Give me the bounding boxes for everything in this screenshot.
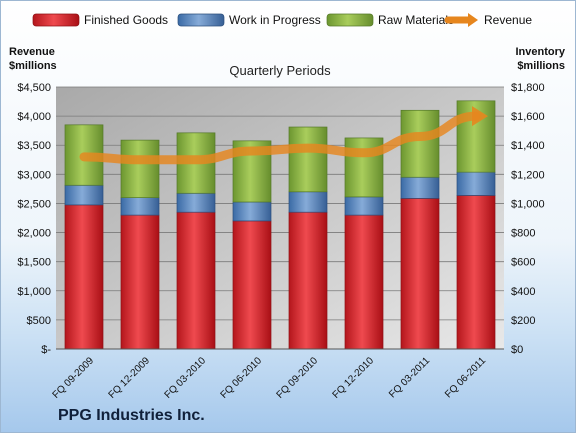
right-tick-label: $200 xyxy=(511,315,535,327)
left-tick-label: $1,500 xyxy=(17,257,51,269)
left-axis-label-line1: Revenue xyxy=(9,46,55,58)
left-tick-label: $2,500 xyxy=(17,198,51,210)
right-tick-label: $1,600 xyxy=(511,111,545,123)
revenue-line-path xyxy=(79,111,481,165)
left-tick-label: $1,000 xyxy=(17,286,51,298)
legend: Finished Goods Work in Progress Raw Materi… xyxy=(32,13,532,27)
bar-finished-goods xyxy=(456,195,496,350)
right-tick-label: $1,800 xyxy=(511,82,545,94)
left-tick-label: $- xyxy=(41,344,51,356)
right-tick-label: $1,000 xyxy=(511,198,545,210)
bar-finished-goods xyxy=(400,198,440,350)
bar-finished-goods xyxy=(232,220,272,350)
right-axis-label-line1: Inventory xyxy=(515,46,565,58)
bar-raw-materials xyxy=(400,109,440,178)
legend-arrow-revenue xyxy=(468,13,478,27)
bar-finished-goods xyxy=(344,214,384,350)
right-axis-label-line2: $millions xyxy=(517,60,565,72)
left-tick-label: $500 xyxy=(27,315,51,327)
right-tick-label: $600 xyxy=(511,257,535,269)
legend-swatch-finished-goods xyxy=(32,13,80,27)
legend-label-raw-materials: Raw Materials xyxy=(378,13,454,27)
bars xyxy=(64,100,496,350)
bar-work-in-progress xyxy=(120,197,160,216)
right-tick-label: $1,200 xyxy=(511,169,545,181)
left-tick-label: $4,500 xyxy=(17,82,51,94)
left-tick-label: $3,500 xyxy=(17,140,51,152)
company-name: PPG Industries Inc. xyxy=(58,407,205,424)
bar-raw-materials xyxy=(120,139,160,198)
legend-label-finished-goods: Finished Goods xyxy=(84,13,168,27)
legend-label-revenue: Revenue xyxy=(484,13,532,27)
right-tick-label: $400 xyxy=(511,286,535,298)
chart-title: Quarterly Periods xyxy=(229,63,331,78)
bar-work-in-progress xyxy=(288,191,328,213)
bar-finished-goods xyxy=(176,211,216,350)
bar-work-in-progress xyxy=(344,196,384,216)
bar-work-in-progress xyxy=(232,201,272,222)
legend-label-work-in-progress: Work in Progress xyxy=(229,13,321,27)
bar-finished-goods xyxy=(64,204,104,350)
revenue-line xyxy=(79,106,488,165)
bar-finished-goods xyxy=(120,214,160,350)
legend-swatch-work-in-progress xyxy=(177,13,225,27)
bar-work-in-progress xyxy=(176,192,216,213)
left-axis-label-line2: $millions xyxy=(9,60,57,72)
revenue-arrowhead xyxy=(472,106,488,127)
bar-work-in-progress xyxy=(400,176,440,199)
bar-raw-materials xyxy=(288,126,328,193)
right-tick-label: $1,400 xyxy=(511,140,545,152)
bar-work-in-progress xyxy=(456,171,496,196)
left-tick-label: $3,000 xyxy=(17,169,51,181)
legend-swatch-raw-materials xyxy=(326,13,374,27)
left-tick-label: $2,000 xyxy=(17,228,51,240)
bar-finished-goods xyxy=(288,211,328,350)
left-tick-label: $4,000 xyxy=(17,111,51,123)
bar-work-in-progress xyxy=(64,184,104,206)
right-tick-label: $800 xyxy=(511,228,535,240)
right-tick-label: $0 xyxy=(511,344,523,356)
